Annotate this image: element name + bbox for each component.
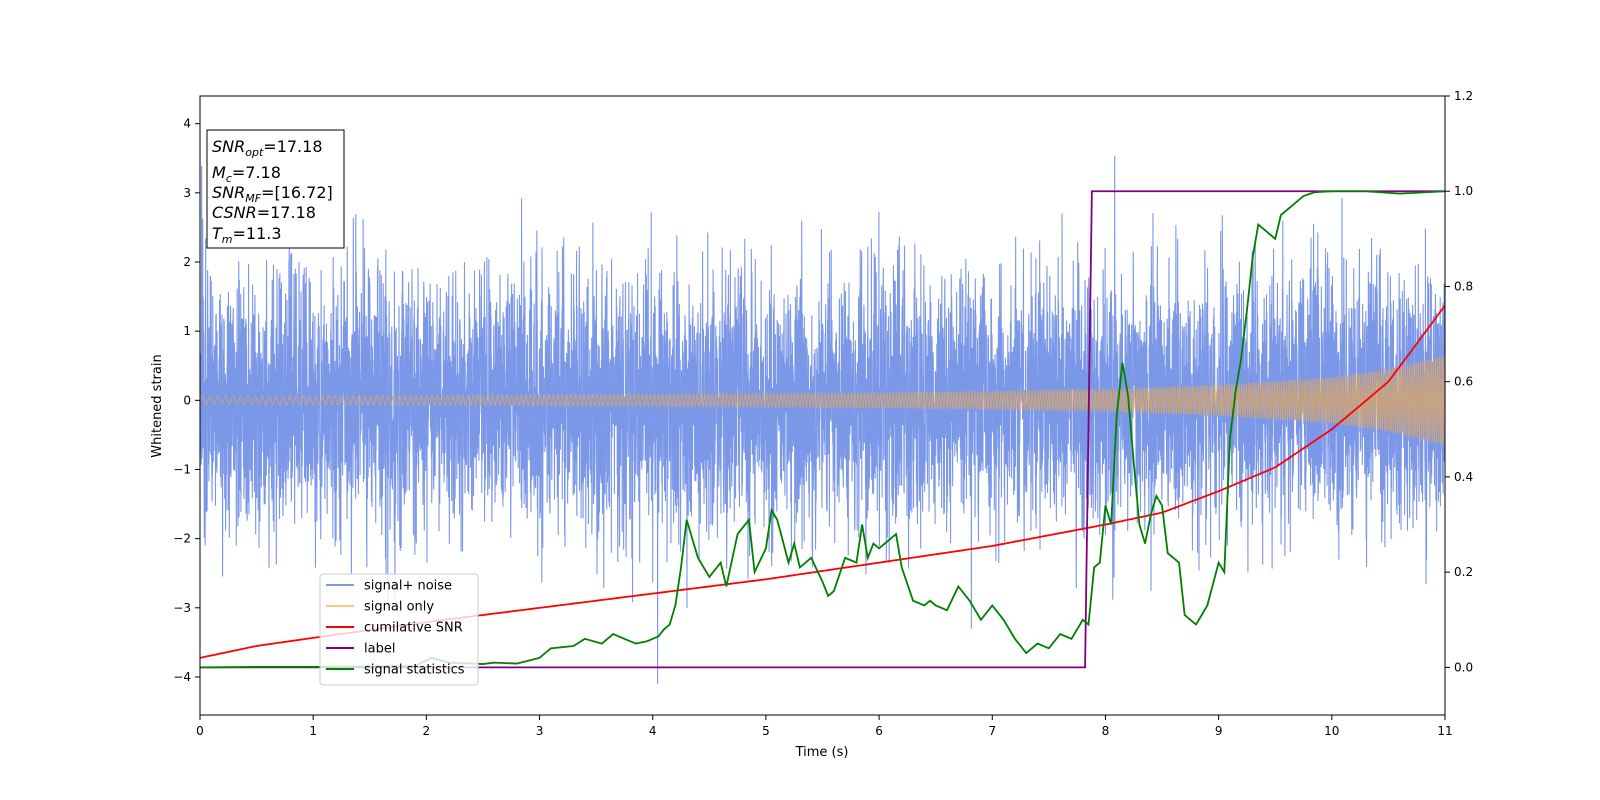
x-tick-label: 0 [196,724,204,738]
annotation-box: SNRopt=17.18 Mc=7.18 SNRMF=[16.72] CSNR=… [206,129,345,249]
y2-tick-label: 0.8 [1454,279,1473,293]
y-tick-label: 0 [183,393,191,407]
x-tick-label: 5 [762,724,770,738]
x-tick-label: 1 [309,724,317,738]
y2-tick-label: 0.6 [1454,375,1473,389]
y2-tick-label: 1.0 [1454,184,1473,198]
y-tick-label: 2 [183,255,191,269]
y2-tick-label: 0.0 [1454,660,1473,674]
y-axis-right: 1.2 1.0 0.8 0.6 0.4 0.2 0.0 [1445,89,1473,674]
legend: signal+ noise signal only cumilative SNR la… [319,573,479,686]
annotation-mc: Mc=7.18 [212,163,281,185]
x-tick-label: 11 [1437,724,1452,738]
legend-label: signal only [364,600,434,615]
x-tick-label: 2 [423,724,431,738]
y2-tick-label: 1.2 [1454,89,1473,103]
x-tick-label: 4 [649,724,657,738]
annotation-tm: Tm=11.3 [212,224,282,246]
annotation-snr-mf: SNRMF=[16.72] [212,183,333,205]
x-tick-label: 7 [988,724,996,738]
series-signal-statistics [200,190,1445,669]
y-tick-label: −2 [173,532,191,546]
y2-tick-label: 0.4 [1454,470,1473,484]
y-tick-label: −3 [173,601,191,615]
x-tick-label: 9 [1215,724,1223,738]
x-tick-label: 10 [1324,724,1339,738]
y-axis-left: 4 3 2 1 0 −1 −2 −3 −4 [173,117,200,684]
series-signal-only [200,356,1445,446]
x-tick-label: 6 [875,724,883,738]
legend-label: signal+ noise [364,579,452,594]
series-label [200,190,1445,669]
x-axis: 0 1 2 3 4 5 6 7 8 9 10 11 [196,715,1453,738]
x-tick-label: 3 [536,724,544,738]
legend-label: label [364,642,395,657]
annotation-csnr: CSNR=17.18 [212,203,316,222]
legend-label: cumilative SNR [364,621,463,636]
y-axis-label: Whitened strain [150,354,165,457]
y-tick-label: 4 [183,117,191,131]
plot-frame [199,95,1446,716]
series-signal-noise [200,155,1445,684]
x-tick-label: 8 [1102,724,1110,738]
y-tick-label: 3 [183,186,191,200]
x-axis-label: Time (s) [795,745,849,760]
y-tick-label: 1 [183,324,191,338]
y2-tick-label: 0.2 [1454,565,1473,579]
annotation-snr-opt: SNRopt=17.18 [212,137,323,159]
y-tick-label: −4 [173,670,191,684]
legend-label: signal statistics [364,663,465,678]
y-tick-label: −1 [173,462,191,476]
